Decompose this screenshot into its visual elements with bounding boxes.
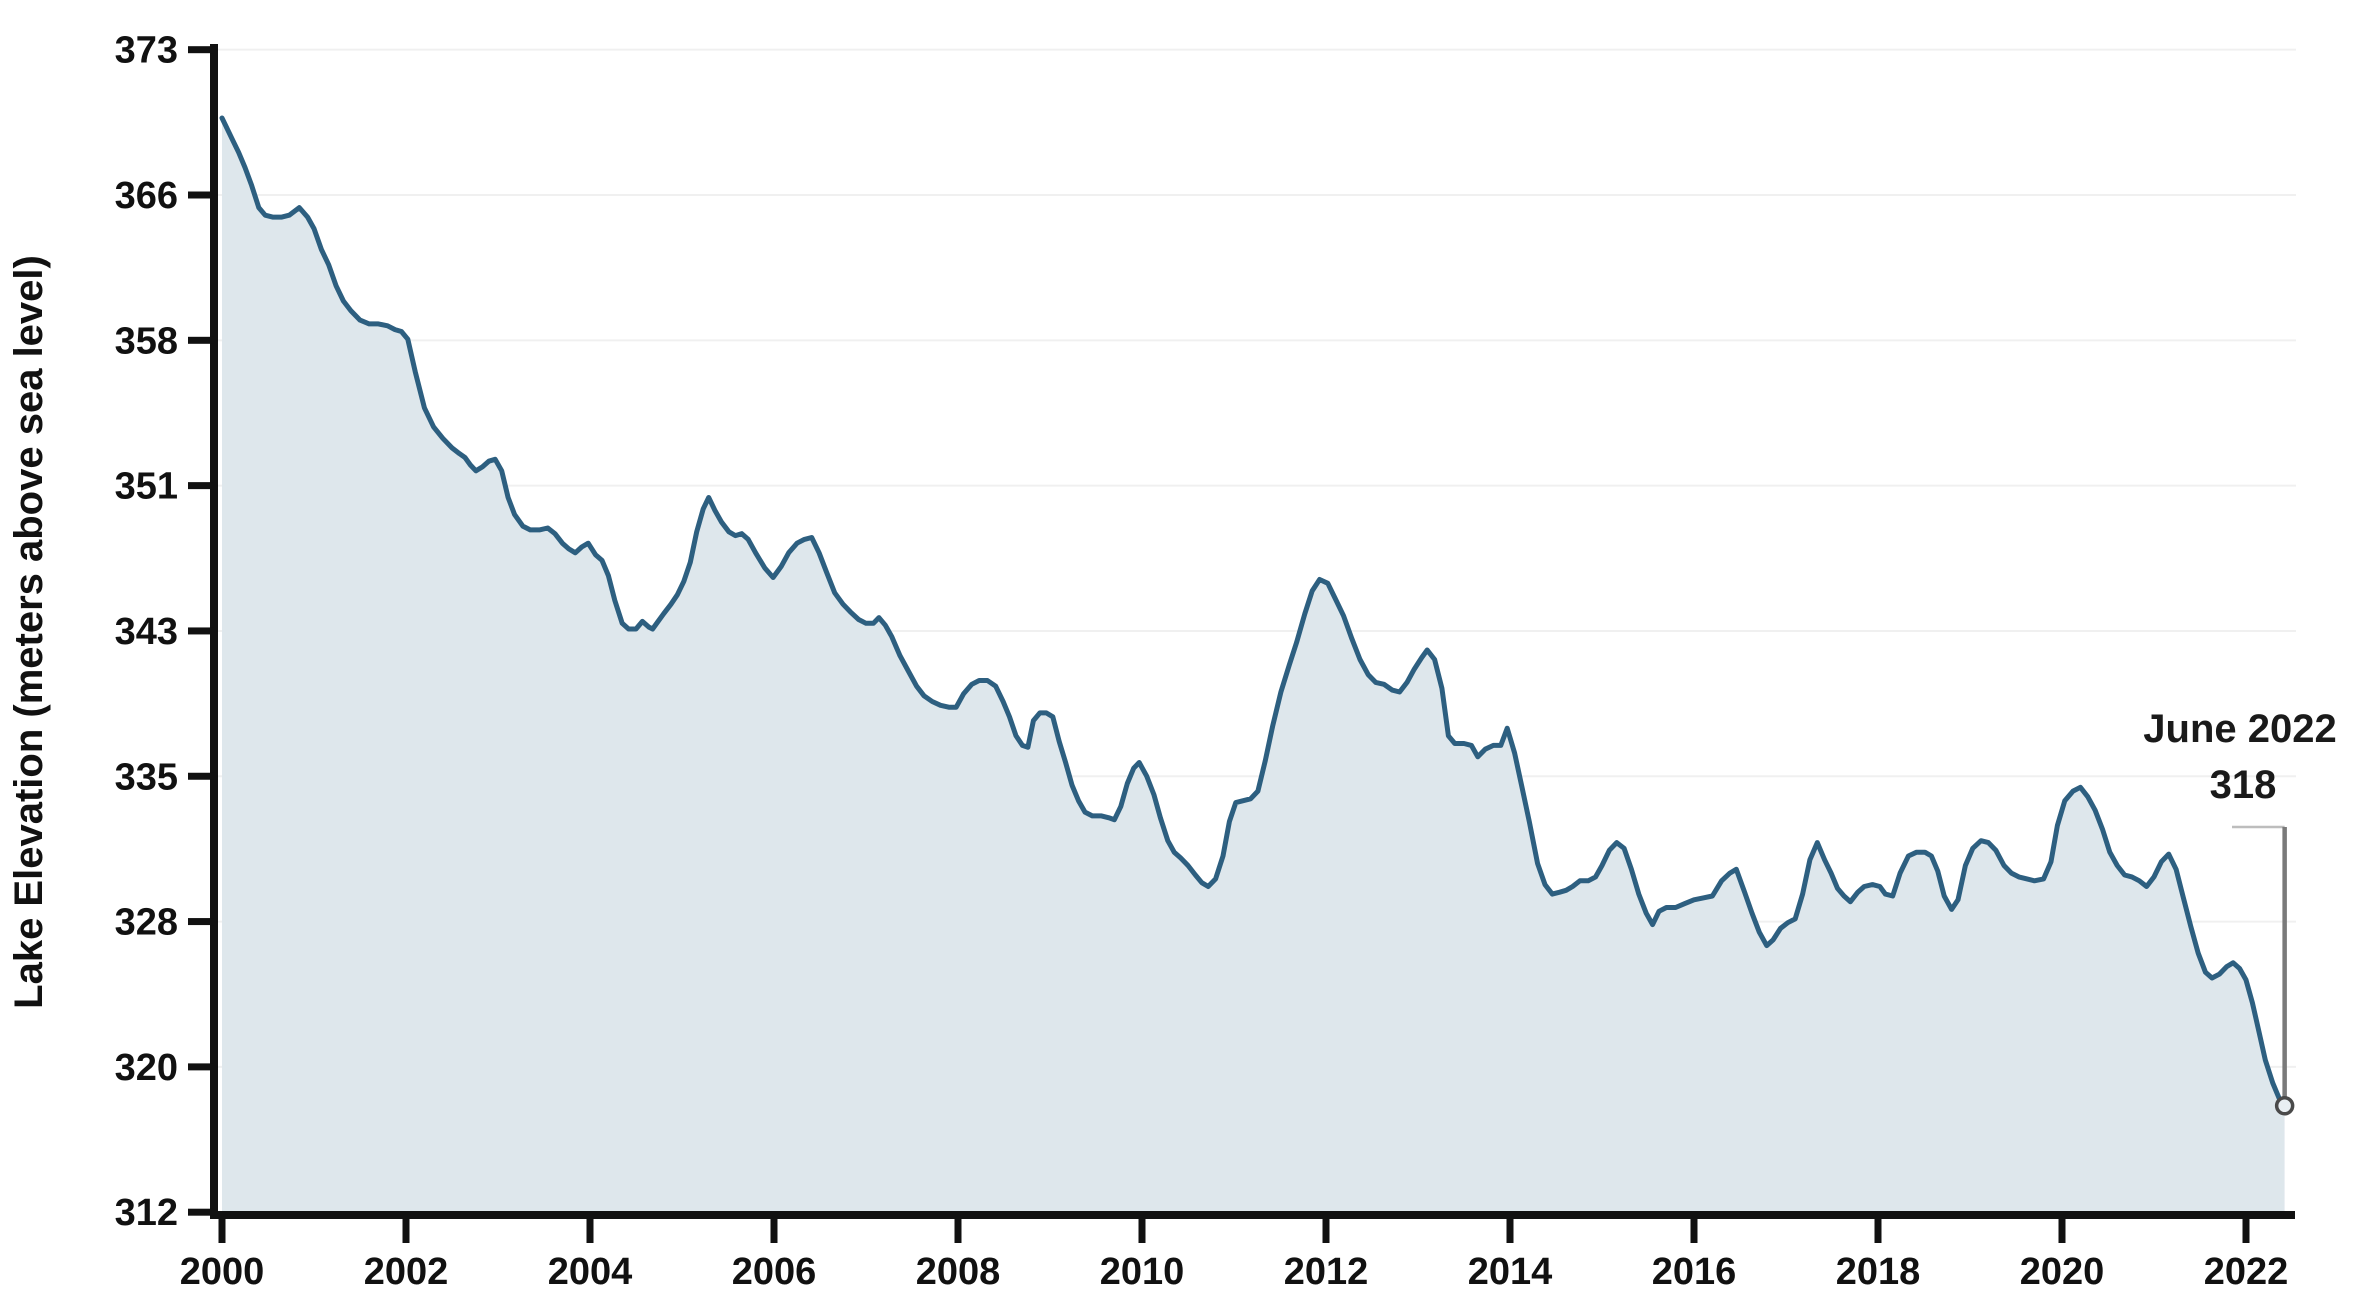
x-tick bbox=[218, 1211, 226, 1243]
y-tick-label: 320 bbox=[115, 1047, 178, 1089]
x-tick bbox=[1506, 1211, 1514, 1243]
y-tick bbox=[188, 1063, 214, 1071]
y-tick-label: 351 bbox=[115, 466, 178, 508]
y-tick bbox=[188, 627, 214, 635]
elevation-line bbox=[219, 115, 2288, 1109]
y-axis-title: Lake Elevation (meters above sea level) bbox=[7, 255, 51, 1009]
x-axis-line bbox=[210, 1211, 2295, 1219]
y-axis-tick-labels: 373 366 358 351 343 335 328 320 312 bbox=[115, 30, 178, 1235]
y-tick-label: 343 bbox=[115, 611, 178, 653]
x-tick bbox=[586, 1211, 594, 1243]
x-tick bbox=[954, 1211, 962, 1243]
x-tick-label: 2000 bbox=[180, 1251, 265, 1293]
y-tick-label: 358 bbox=[115, 320, 178, 362]
x-tick-label: 2010 bbox=[1100, 1251, 1185, 1293]
x-tick-label: 2012 bbox=[1284, 1251, 1369, 1293]
y-tick bbox=[188, 336, 214, 344]
y-tick bbox=[188, 1208, 214, 1216]
june-2022-marker bbox=[2274, 1096, 2295, 1116]
y-tick bbox=[188, 46, 214, 54]
x-tick bbox=[1138, 1211, 1146, 1243]
x-tick bbox=[1690, 1211, 1698, 1243]
x-tick-label: 2022 bbox=[2204, 1251, 2289, 1293]
y-tick bbox=[188, 191, 214, 199]
y-tick bbox=[188, 772, 214, 780]
elevation-area-fill bbox=[222, 118, 2285, 1211]
x-tick bbox=[2058, 1211, 2066, 1243]
y-tick-label: 373 bbox=[115, 30, 178, 72]
x-tick-label: 2020 bbox=[2020, 1251, 2105, 1293]
x-tick-label: 2014 bbox=[1468, 1251, 1553, 1293]
annotation-june-2022: June 2022 318 bbox=[2143, 707, 2337, 1116]
x-tick-label: 2016 bbox=[1652, 1251, 1737, 1293]
y-tick bbox=[188, 482, 214, 490]
x-tick-label: 2004 bbox=[548, 1251, 633, 1293]
axes bbox=[188, 44, 2295, 1243]
x-tick bbox=[770, 1211, 778, 1243]
x-tick bbox=[1874, 1211, 1882, 1243]
x-tick-label: 2008 bbox=[916, 1251, 1001, 1293]
y-tick bbox=[188, 918, 214, 926]
y-tick-label: 366 bbox=[115, 175, 178, 217]
y-tick-label: 335 bbox=[115, 756, 178, 798]
y-tick-label: 328 bbox=[115, 902, 178, 944]
annotation-label-date: June 2022 bbox=[2143, 707, 2336, 751]
x-axis-tick-labels: 2000 2002 2004 2006 2008 2010 2012 2014 2016 2018… bbox=[180, 1251, 2289, 1293]
x-tick-label: 2002 bbox=[364, 1251, 449, 1293]
annotation-label-value: 318 bbox=[2210, 763, 2277, 807]
x-tick bbox=[2242, 1211, 2250, 1243]
x-tick-label: 2018 bbox=[1836, 1251, 1921, 1293]
x-tick bbox=[402, 1211, 410, 1243]
y-tick-label: 312 bbox=[115, 1192, 178, 1234]
x-tick bbox=[1322, 1211, 1330, 1243]
x-tick-label: 2006 bbox=[732, 1251, 817, 1293]
